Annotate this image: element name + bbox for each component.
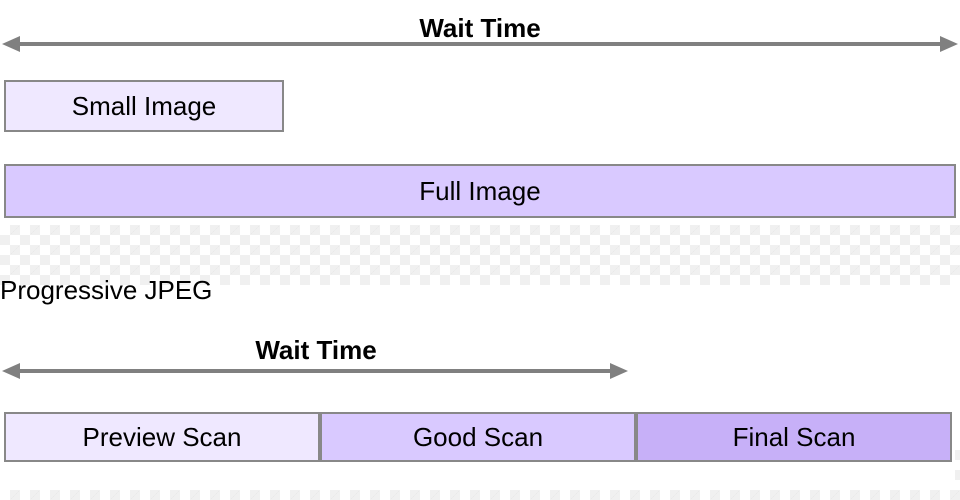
- small-image: Small Image: [4, 80, 284, 132]
- good-scan-label: Good Scan: [413, 422, 543, 453]
- small-image-label: Small Image: [72, 91, 217, 122]
- preview-scan: Preview Scan: [4, 412, 320, 462]
- full-image: Full Image: [4, 164, 956, 218]
- bottom-wait-title: Wait Time: [255, 335, 376, 366]
- checker-bg: [955, 440, 960, 490]
- final-scan: Final Scan: [636, 412, 952, 462]
- top-wait-title: Wait Time: [419, 13, 540, 44]
- final-scan-label: Final Scan: [733, 422, 856, 453]
- full-image-label: Full Image: [419, 176, 540, 207]
- section-title: Progressive JPEG: [0, 275, 212, 306]
- good-scan: Good Scan: [320, 412, 636, 462]
- preview-scan-label: Preview Scan: [83, 422, 242, 453]
- checker-bg: [0, 490, 960, 500]
- diagram-root: Wait Time Wait Time Progressive JPEG Small …: [0, 0, 960, 500]
